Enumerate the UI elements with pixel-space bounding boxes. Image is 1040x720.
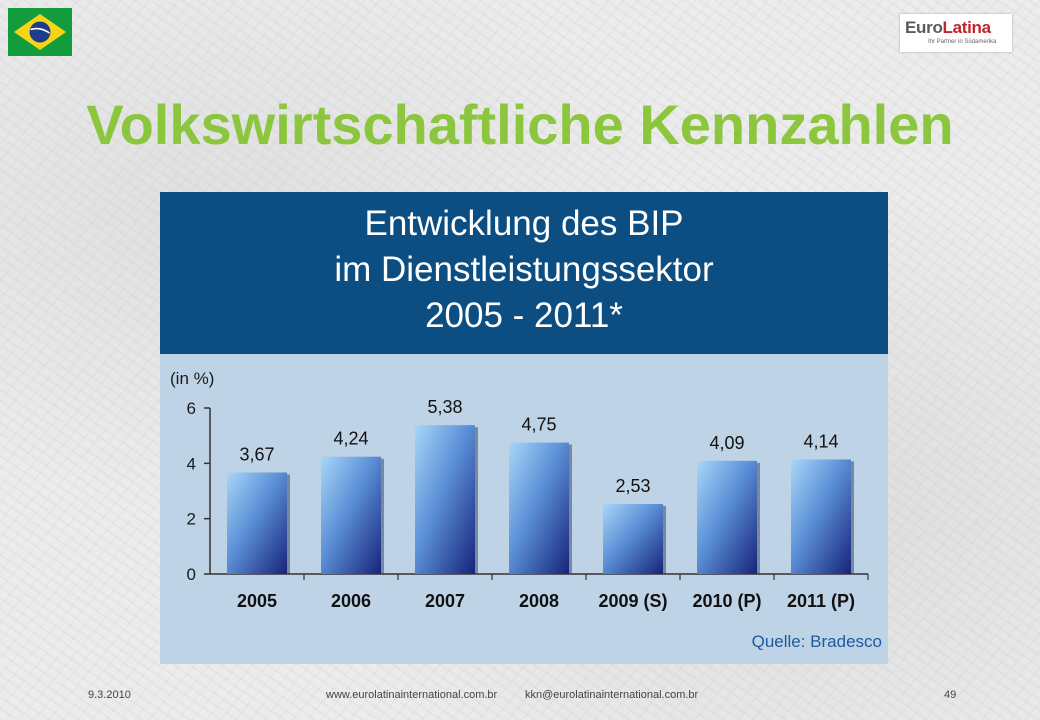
bar <box>227 472 287 574</box>
data-label: 2,53 <box>615 476 650 496</box>
slide-title: Volkswirtschaftliche Kennzahlen <box>86 93 954 156</box>
x-tick-label: 2008 <box>519 591 559 611</box>
chart-title-line-2: im Dienstleistungssektor <box>334 250 714 289</box>
footer-page-number: 49 <box>944 689 957 701</box>
data-label: 5,38 <box>427 397 462 417</box>
bar-chart: (in %) 0 2 4 6 3,67 2005 4,24 2006 5,38 2007 4,75… <box>170 369 882 651</box>
brazil-flag-icon <box>8 8 72 56</box>
chart-title-line-1: Entwicklung des BIP <box>364 204 684 243</box>
y-tick-label: 4 <box>187 454 196 473</box>
x-tick-label: 2006 <box>331 591 371 611</box>
chart-panel: Entwicklung des BIP im Dienstleistungsse… <box>160 192 888 664</box>
chart-labels: 3,67 2005 4,24 2006 5,38 2007 4,75 2008 2,53 2009… <box>237 397 855 611</box>
x-tick-label: 2005 <box>237 591 277 611</box>
x-tick-label: 2009 (S) <box>598 591 667 611</box>
eurolatina-logo: EuroLatina Ihr Partner in Südamerika <box>900 14 1012 52</box>
y-tick-label: 2 <box>187 510 196 529</box>
bar <box>509 442 569 574</box>
footer-website[interactable]: www.eurolatinainternational.com.br <box>326 689 498 701</box>
x-tick-label: 2011 (P) <box>787 591 855 611</box>
data-label: 4,24 <box>333 429 368 449</box>
chart-title-line-3: 2005 - 2011* <box>425 296 623 335</box>
logo-text-latina: Latina <box>942 18 992 37</box>
y-tick-label: 0 <box>187 565 196 584</box>
data-label: 3,67 <box>239 444 274 464</box>
footer-date: 9.3.2010 <box>88 689 131 701</box>
x-tick-label: 2007 <box>425 591 465 611</box>
bar <box>791 459 851 574</box>
y-axis-label: (in %) <box>170 369 214 388</box>
logo-text-euro: Euro <box>905 18 943 37</box>
chart-header: Entwicklung des BIP im Dienstleistungsse… <box>160 192 888 354</box>
bar <box>697 460 757 574</box>
bar <box>321 456 381 574</box>
data-label: 4,14 <box>803 431 838 451</box>
chart-bars <box>227 425 854 574</box>
bar <box>603 504 663 574</box>
chart-source: Quelle: Bradesco <box>752 632 882 651</box>
logo-tagline: Ihr Partner in Südamerika <box>928 39 997 45</box>
x-tick-label: 2010 (P) <box>692 591 761 611</box>
footer-email[interactable]: kkn@eurolatinainternational.com.br <box>525 689 699 701</box>
bar <box>415 425 475 574</box>
data-label: 4,75 <box>521 415 556 435</box>
y-tick-label: 6 <box>187 399 196 418</box>
data-label: 4,09 <box>709 433 744 453</box>
